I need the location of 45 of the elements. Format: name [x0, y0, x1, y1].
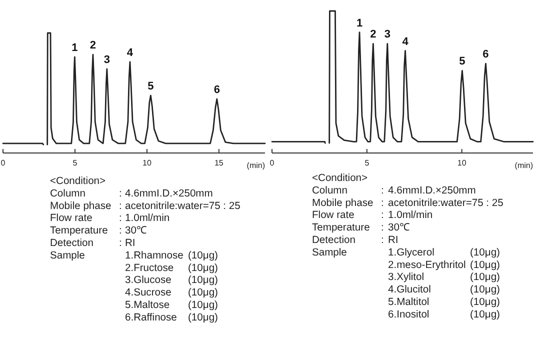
- annotation: 4: [126, 46, 134, 59]
- annotation: 6: [214, 84, 220, 96]
- text: Flow rate : 1.0ml/min: [312, 210, 433, 222]
- text: Mobile phase : acetonitrile:water=75 : 25: [50, 200, 241, 212]
- text: Temperature : 30℃: [312, 222, 410, 234]
- x-tick-label: 10: [457, 158, 467, 168]
- x-tick-label: 0: [270, 158, 275, 168]
- text: 5.Maltose (10μg): [125, 300, 218, 311]
- text: 6.Raffinose (10μg): [125, 312, 218, 324]
- x-tick-label: 0: [0, 158, 6, 168]
- annotation: 1: [72, 42, 78, 54]
- text: Detection : RI: [50, 238, 136, 249]
- x-tick-label: 5: [72, 158, 78, 168]
- text: Flow rate : 1.0ml/min: [50, 213, 170, 224]
- text: 5.Maltitol (10μg): [388, 297, 500, 308]
- annotation: 2: [370, 28, 376, 41]
- annotation: 3: [104, 54, 110, 66]
- text: 4.Glucitol (10μg): [388, 284, 500, 296]
- text: 4.Sucrose (10μg): [125, 288, 218, 299]
- text: Sample 1.Rhamnose (10μg): [50, 250, 218, 262]
- text: Mobile phase : acetonitrile:water=75 : 25: [312, 198, 504, 209]
- text: Column : 4.6mmI.D.×250mm: [312, 185, 476, 196]
- x-tick-label: 5: [364, 158, 370, 168]
- x-tick-label: 10: [142, 158, 152, 168]
- text: 2.Fructose (10μg): [125, 262, 218, 274]
- text: Column : 4.6mmI.D.×250mm: [50, 188, 213, 200]
- annotation: 5: [459, 56, 466, 68]
- text: 3.Glucose (10μg): [125, 275, 218, 286]
- text: 2.meso-Erythritol (10μg): [388, 260, 500, 271]
- annotation: 5: [148, 80, 154, 92]
- text: Temperature : 30℃: [50, 226, 146, 237]
- annotation: 3: [384, 28, 390, 41]
- text: 6.Inositol (10μg): [388, 309, 500, 320]
- text: <Condition>: [312, 173, 368, 184]
- text: <Condition>: [50, 176, 106, 187]
- text: Detection : RI: [312, 235, 398, 246]
- x-axis-title: (min): [514, 161, 534, 170]
- text: 3.Xylitol (10μg): [388, 272, 500, 284]
- annotation: 2: [90, 40, 96, 52]
- annotation: 1: [356, 17, 363, 30]
- x-axis-title: (min): [246, 161, 266, 170]
- text: Sample 1.Glycerol (10μg): [312, 247, 500, 258]
- annotation: 4: [402, 36, 410, 48]
- x-tick-label: 15: [214, 158, 224, 168]
- annotation: 6: [482, 48, 489, 61]
